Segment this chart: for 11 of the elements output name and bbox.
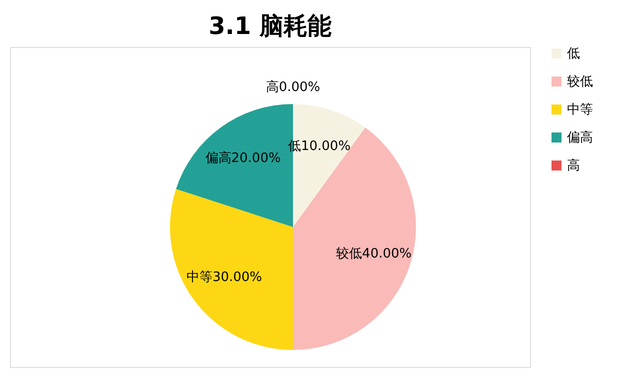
category-label: 较低40.00% xyxy=(336,246,412,262)
pie-slice xyxy=(170,188,293,350)
category-label: 偏高20.00% xyxy=(205,151,281,166)
legend-label: 偏高 xyxy=(567,130,593,146)
chart-title: 3.1 脑耗能 xyxy=(208,12,332,40)
category-label: 中等30.00% xyxy=(186,270,262,285)
category-label: 高0.00% xyxy=(266,80,320,95)
legend-label: 低 xyxy=(567,46,580,62)
legend-label: 高 xyxy=(567,158,580,174)
legend-label: 中等 xyxy=(567,102,593,118)
legend-label: 较低 xyxy=(567,74,593,90)
